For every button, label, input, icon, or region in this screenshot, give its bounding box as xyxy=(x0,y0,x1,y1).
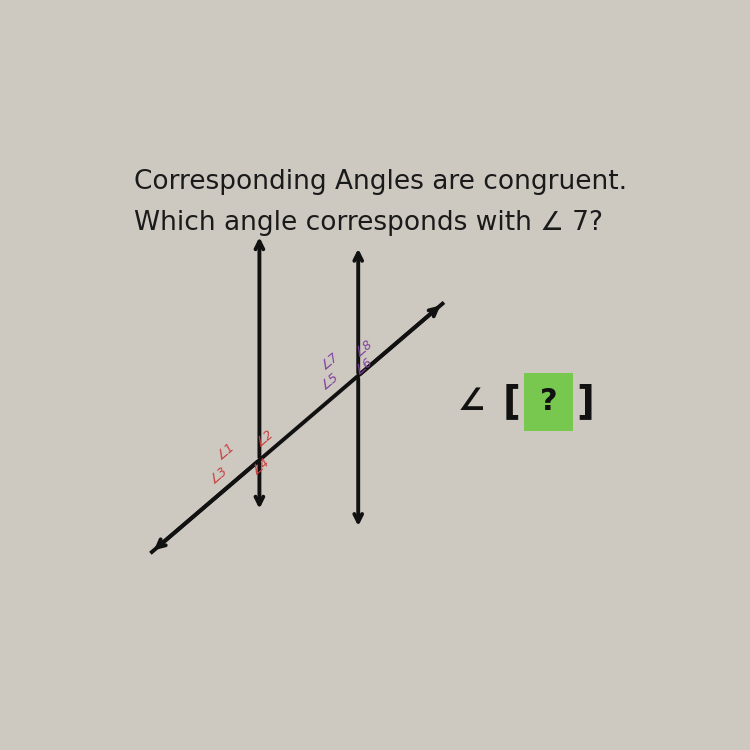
Text: ∠2: ∠2 xyxy=(254,427,277,449)
Text: ∠1: ∠1 xyxy=(214,440,238,462)
Text: [: [ xyxy=(503,382,521,421)
Text: ∠: ∠ xyxy=(458,387,485,416)
Text: Corresponding Angles are congruent.: Corresponding Angles are congruent. xyxy=(134,170,628,196)
Text: ∠6: ∠6 xyxy=(352,356,375,378)
Text: ?: ? xyxy=(540,387,557,416)
Text: ∠8: ∠8 xyxy=(352,337,375,359)
Text: ∠4: ∠4 xyxy=(250,454,273,477)
Text: Which angle corresponds with ∠ 7?: Which angle corresponds with ∠ 7? xyxy=(134,210,604,236)
Bar xyxy=(524,373,573,430)
Text: ∠5: ∠5 xyxy=(319,370,342,392)
Text: ]: ] xyxy=(576,382,594,421)
Text: ∠3: ∠3 xyxy=(207,464,230,486)
Text: ∠7: ∠7 xyxy=(319,350,342,372)
